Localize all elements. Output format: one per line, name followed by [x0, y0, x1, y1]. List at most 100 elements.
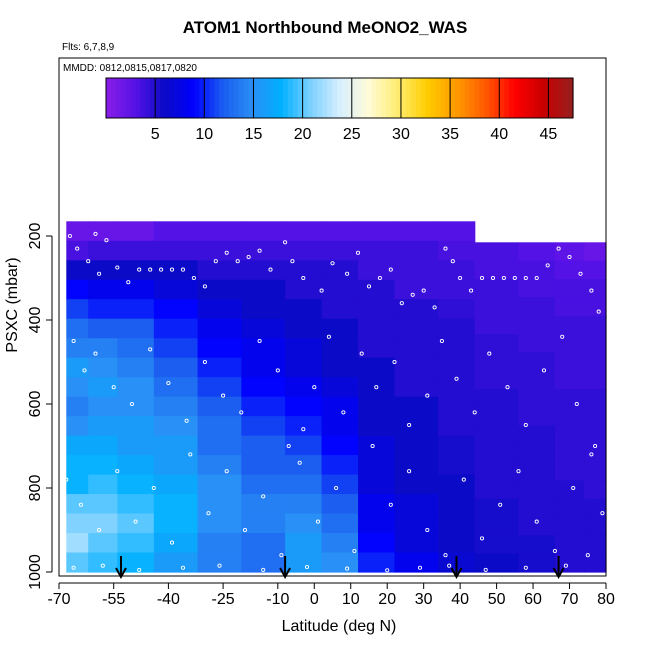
sample-point [64, 477, 69, 482]
heatmap-cell [438, 494, 476, 515]
colorbar-swatch [341, 78, 348, 118]
colorbar-swatch [120, 78, 127, 118]
colorbar-tick-label: 10 [195, 126, 213, 143]
heatmap-cell [584, 242, 607, 262]
sample-point [330, 261, 335, 266]
colorbar-swatch [140, 78, 146, 118]
heatmap-cell [197, 221, 242, 242]
colorbar-swatch [282, 78, 289, 118]
heatmap-cell [66, 221, 89, 242]
colorbar-swatch [538, 78, 545, 118]
colorbar-tick-label: 25 [343, 126, 361, 143]
colorbar-swatch [518, 78, 525, 118]
heatmap-cell [241, 533, 286, 554]
y-axis-label: PSXC (mbar) [4, 257, 21, 352]
colorbar-swatch [209, 78, 215, 118]
heatmap-cell [88, 513, 118, 534]
heatmap-cell [518, 498, 556, 518]
heatmap-cell [117, 260, 155, 281]
colorbar-swatch [455, 78, 461, 118]
colorbar-swatch [135, 78, 142, 118]
colorbar-swatch [563, 78, 569, 118]
heatmap-cell [394, 260, 439, 281]
heatmap-cell [285, 513, 323, 534]
heatmap-cell [285, 357, 323, 378]
sample-point [407, 422, 412, 428]
heatmap-cell [66, 494, 89, 515]
heatmap-cell [241, 357, 286, 378]
x-tick-label: 40 [451, 591, 469, 608]
heatmap-cell [584, 553, 607, 573]
colorbar-swatch [351, 78, 358, 118]
heatmap-cell [358, 552, 396, 573]
sample-point [377, 275, 382, 281]
colorbar-swatch [155, 78, 161, 118]
sample-point [439, 338, 444, 344]
heatmap-cell [438, 221, 476, 242]
heatmap-cell [88, 240, 118, 261]
heatmap-cell [358, 455, 396, 476]
colorbar-swatch [297, 78, 304, 118]
heatmap-cell [197, 455, 242, 476]
sample-point [410, 292, 415, 297]
heatmap-cell [321, 357, 359, 378]
sample-point [560, 334, 565, 339]
colorbar-swatch [337, 78, 343, 118]
heatmap-cell [474, 242, 520, 262]
heatmap-cell [88, 416, 118, 437]
heatmap-cell [241, 435, 286, 456]
heatmap-cell [554, 480, 585, 500]
colorbar-swatch [317, 78, 323, 118]
heatmap-cell [153, 221, 199, 242]
heatmap-cell [554, 278, 585, 298]
heatmap-cell [66, 377, 89, 398]
heatmap-cell [554, 425, 585, 445]
sample-point [345, 566, 350, 571]
heatmap-cell [117, 299, 155, 320]
heatmap-cell [241, 299, 286, 320]
heatmap-cell [554, 260, 585, 280]
heatmap-cell [117, 338, 155, 359]
x-tick-label: 20 [378, 591, 396, 608]
heatmap-cell [285, 455, 323, 476]
heatmap-cell [241, 494, 286, 515]
heatmap-cell [285, 260, 323, 281]
heatmap-cell [518, 443, 556, 463]
sample-point [115, 265, 120, 270]
y-tick-label: 1000 [27, 554, 44, 590]
sample-point [567, 254, 572, 260]
sample-point [275, 368, 280, 373]
heatmap-cell [153, 494, 199, 515]
x-tick-label: 80 [597, 591, 615, 608]
sample-point [385, 568, 390, 573]
colorbar-swatch [278, 78, 284, 118]
colorbar-swatch [568, 78, 574, 118]
colorbar-swatch [558, 78, 564, 118]
sample-point [469, 288, 474, 293]
colorbar-swatch [258, 78, 264, 118]
heatmap-cell [117, 435, 155, 456]
heatmap-cell [117, 221, 155, 242]
sample-point [242, 527, 248, 533]
heatmap-cell [394, 338, 439, 359]
sample-point [574, 401, 579, 407]
heatmap-cell [584, 425, 607, 445]
heatmap-cell [584, 278, 607, 298]
heatmap-cell [474, 315, 520, 335]
sample-point [345, 271, 350, 276]
heatmap-cell [358, 474, 396, 495]
heatmap-cell [358, 240, 396, 261]
sample-point [100, 563, 105, 568]
colorbar-swatch [533, 78, 540, 118]
y-tick-label: 600 [27, 391, 44, 418]
sample-point [97, 271, 102, 276]
colorbar-swatch [322, 78, 328, 118]
heatmap-cell [88, 357, 118, 378]
heatmap-cell [88, 494, 118, 515]
mmdd-label: MMDD: 0812,0815,0817,0820 [63, 63, 197, 74]
heatmap-cell [153, 279, 199, 300]
sample-point [326, 334, 331, 339]
heatmap-cell [66, 474, 89, 495]
sample-point [534, 519, 539, 524]
